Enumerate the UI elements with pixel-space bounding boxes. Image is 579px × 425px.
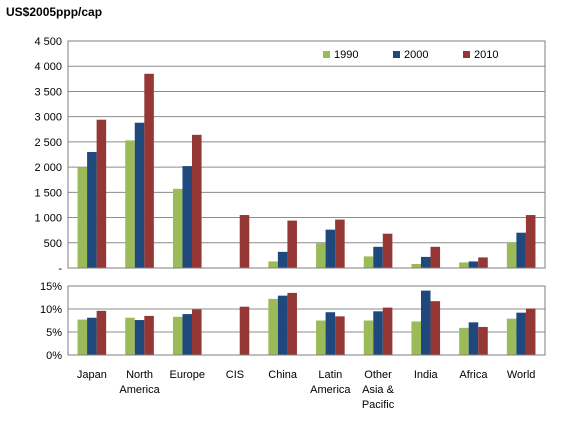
top-y-tick-label: 2 000 xyxy=(34,162,62,174)
top-bars xyxy=(77,73,536,269)
category-label-africa: Africa xyxy=(459,369,488,381)
top-bar-africa-1990 xyxy=(459,262,469,268)
legend-label-1990: 1990 xyxy=(334,49,358,61)
bottom-y-tick-labels: 0% 5% 10% 15% xyxy=(40,281,62,362)
top-y-tick-label: 2 500 xyxy=(34,137,62,149)
top-y-tick-label: 3 500 xyxy=(34,86,62,98)
top-bar-latin-america-2010 xyxy=(335,219,345,268)
top-bar-japan-1990 xyxy=(77,167,88,268)
top-y-tick-label: 3 000 xyxy=(34,112,62,124)
category-label-other-asia-pacific: Other Asia & Pacific xyxy=(362,369,395,411)
top-bar-china-1990 xyxy=(268,261,278,268)
bottom-bar-japan-2000 xyxy=(87,317,97,355)
bottom-bar-china-2010 xyxy=(287,292,297,355)
bottom-bar-world-1990 xyxy=(506,318,517,355)
top-y-tick-label: 1 000 xyxy=(34,213,62,225)
chart-title: US$2005ppp/cap xyxy=(6,5,102,19)
top-bar-latin-america-1990 xyxy=(316,243,326,268)
top-bar-europe-2000 xyxy=(182,166,193,268)
top-bar-china-2000 xyxy=(277,251,288,268)
top-bar-india-1990 xyxy=(411,263,421,268)
bottom-bar-other-asia-pacific-2000 xyxy=(373,311,383,355)
bottom-y-tick-label: 0% xyxy=(46,350,62,362)
top-bar-world-2000 xyxy=(516,232,526,268)
top-y-tick-label: 4 500 xyxy=(34,36,62,48)
bottom-bar-world-2010 xyxy=(525,308,536,355)
top-y-tick-labels: - 500 1 000 1 500 2 000 2 500 3 000 3 500 4 000 4… xyxy=(34,36,62,275)
top-bar-europe-2010 xyxy=(192,134,202,268)
bottom-bar-north-america-2010 xyxy=(144,315,154,355)
category-label-japan: Japan xyxy=(77,369,107,381)
top-bar-world-2010 xyxy=(525,215,536,268)
bottom-bar-other-asia-pacific-2010 xyxy=(382,307,393,355)
bottom-y-tick-label: 5% xyxy=(46,327,62,339)
bottom-bar-africa-1990 xyxy=(459,327,469,355)
top-y-tick-label: - xyxy=(58,263,62,275)
top-bar-africa-2010 xyxy=(478,257,488,268)
top-bar-africa-2000 xyxy=(468,261,479,268)
top-bar-latin-america-2000 xyxy=(325,229,336,268)
bottom-plot-border xyxy=(67,285,546,356)
category-label-north-america: North America xyxy=(119,369,160,396)
bottom-bar-africa-2000 xyxy=(468,322,479,355)
bottom-bar-europe-2000 xyxy=(182,314,193,355)
top-y-tick-label: 4 000 xyxy=(34,61,62,73)
bottom-bar-latin-america-2000 xyxy=(325,312,336,355)
top-plot-border xyxy=(67,40,546,269)
bottom-bar-north-america-2000 xyxy=(134,320,145,355)
top-bar-india-2000 xyxy=(420,256,431,268)
bottom-bar-north-america-1990 xyxy=(125,317,135,355)
legend-label-2010: 2010 xyxy=(474,49,498,61)
bottom-bar-india-2010 xyxy=(430,301,441,355)
bottom-y-tick-label: 15% xyxy=(40,281,62,293)
top-bar-japan-2010 xyxy=(96,119,107,269)
top-bar-north-america-2000 xyxy=(134,122,145,268)
bottom-bar-other-asia-pacific-1990 xyxy=(363,320,374,355)
bottom-bar-china-2000 xyxy=(277,295,288,355)
legend-label-2000: 2000 xyxy=(404,49,428,61)
bottom-bar-japan-1990 xyxy=(77,319,88,355)
bottom-bars xyxy=(77,290,536,355)
legend-swatch-1990 xyxy=(323,51,330,58)
category-label-cis: CIS xyxy=(226,369,244,381)
legend-swatch-2000 xyxy=(393,51,400,58)
top-bar-india-2010 xyxy=(430,246,441,268)
top-bar-japan-2000 xyxy=(87,151,97,268)
top-bar-cis-2010 xyxy=(239,215,250,268)
top-panel: - 500 1 000 1 500 2 000 2 500 3 000 3 500 4 000 4… xyxy=(34,36,546,275)
top-bar-world-1990 xyxy=(506,242,517,268)
top-bar-other-asia-pacific-2010 xyxy=(382,233,393,268)
bottom-bar-cis-2010 xyxy=(239,306,250,355)
legend-swatch-2010 xyxy=(463,51,470,58)
bottom-bar-india-1990 xyxy=(411,321,421,355)
category-label-world: World xyxy=(507,369,536,381)
bottom-bar-india-2000 xyxy=(420,290,431,355)
legend: 1990 2000 2010 xyxy=(323,49,498,61)
top-y-tick-label: 1 500 xyxy=(34,187,62,199)
bottom-bar-europe-2010 xyxy=(192,309,202,355)
bottom-bar-latin-america-2010 xyxy=(335,316,345,355)
top-bar-north-america-2010 xyxy=(144,73,154,269)
top-bar-china-2010 xyxy=(287,220,297,268)
category-label-latin-america: Latin America xyxy=(310,369,351,396)
bottom-bar-africa-2010 xyxy=(478,326,488,355)
category-label-europe: Europe xyxy=(170,369,205,381)
top-bar-north-america-1990 xyxy=(125,140,135,268)
bottom-bar-world-2000 xyxy=(516,312,526,355)
category-label-china: China xyxy=(268,369,298,381)
bottom-y-tick-label: 10% xyxy=(40,304,62,316)
bottom-bar-latin-america-1990 xyxy=(316,320,326,355)
top-bar-other-asia-pacific-1990 xyxy=(363,256,374,268)
bottom-bar-japan-2010 xyxy=(96,310,107,355)
bottom-bar-europe-1990 xyxy=(172,316,183,355)
bottom-bar-china-1990 xyxy=(268,298,278,355)
top-bar-europe-1990 xyxy=(172,188,183,268)
bottom-panel: 0% 5% 10% 15% xyxy=(40,281,546,362)
top-y-tick-label: 500 xyxy=(44,238,62,250)
top-bar-other-asia-pacific-2000 xyxy=(373,246,383,268)
category-labels: Japan North America Europe CIS China Latin Amer… xyxy=(77,369,536,411)
category-label-india: India xyxy=(414,369,439,381)
